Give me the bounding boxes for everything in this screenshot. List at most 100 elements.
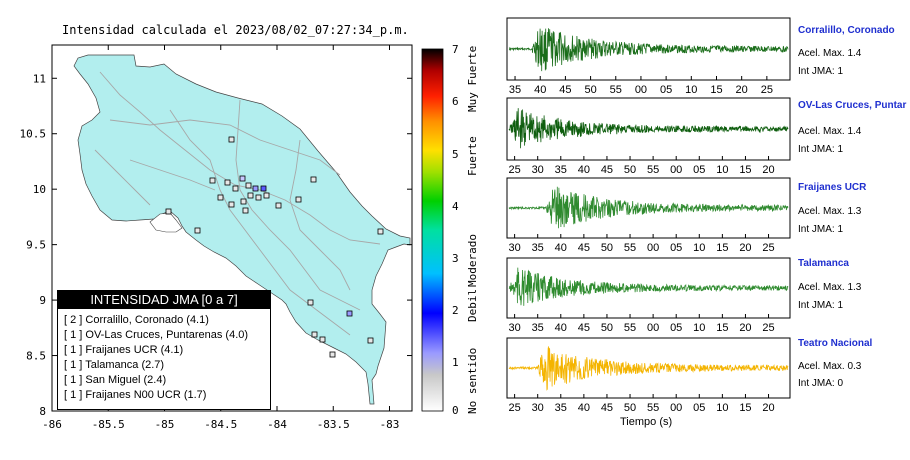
station-accel: Acel. Max. 1.3 bbox=[798, 206, 862, 217]
waveform-tick-label: 10 bbox=[716, 402, 728, 414]
waveform-tick-label: 00 bbox=[670, 402, 682, 414]
waveform-trace bbox=[508, 267, 789, 306]
map-xtick-label: -85.5 bbox=[92, 418, 125, 431]
waveform-tick-label: 25 bbox=[508, 164, 520, 176]
colorbar-tick: 2 bbox=[452, 304, 459, 317]
colorbar-tick: 0 bbox=[452, 404, 459, 417]
colorbar-label: Muy Fuerte bbox=[466, 45, 479, 112]
gulf-of-nicoya bbox=[149, 212, 183, 233]
waveform-panels: 35 40 45 50 55 00 05 10 15 20 25 25 30 35 40 45 50 55 00 05… bbox=[506, 17, 791, 414]
waveform-tick-label: 35 bbox=[532, 322, 544, 334]
waveform-tick-label: 00 bbox=[647, 322, 659, 334]
legend-item: [ 1 ] OV-Las Cruces, Puntarenas (4.0) bbox=[64, 329, 249, 341]
colorbar-tick: 1 bbox=[452, 356, 459, 369]
station-accel: Acel. Max. 1.4 bbox=[798, 48, 862, 59]
waveform-tick-label: 00 bbox=[635, 84, 647, 96]
waveform-trace bbox=[508, 186, 789, 229]
waveform-tick-label: 10 bbox=[716, 164, 728, 176]
station-markers bbox=[165, 136, 384, 358]
waveform-tick-label: 55 bbox=[647, 164, 659, 176]
waveform-tick-label: 40 bbox=[578, 164, 590, 176]
waveform-tick-label: 10 bbox=[685, 84, 697, 96]
waveform-tick-label: 15 bbox=[716, 322, 728, 334]
waveform-tick-label: 50 bbox=[584, 84, 596, 96]
colorbar-label: Fuerte bbox=[466, 136, 479, 176]
waveform-trace bbox=[508, 108, 789, 149]
colorbar-tick: 5 bbox=[452, 148, 459, 161]
legend-item: [ 1 ] San Miguel (2.4) bbox=[64, 374, 167, 386]
colorbar bbox=[421, 48, 444, 412]
waveform-tick-label: 40 bbox=[555, 322, 567, 334]
intensity-legend: INTENSIDAD JMA [0 a 7] [ 2 ] Corralillo,… bbox=[57, 290, 271, 410]
waveform-tick-label: 45 bbox=[559, 84, 571, 96]
station-jma: Int JMA: 1 bbox=[798, 224, 844, 235]
map-title: Intensidad calculada el 2023/08/02_07:27… bbox=[62, 23, 409, 37]
waveform-tick-label: 20 bbox=[736, 84, 748, 96]
legend-item: [ 1 ] Talamanca (2.7) bbox=[64, 359, 165, 371]
waveform-tick-label: 35 bbox=[532, 242, 544, 254]
waveform-trace bbox=[509, 28, 789, 72]
map-xtick-label: -83.5 bbox=[317, 418, 350, 431]
waveform-tick-label: 45 bbox=[601, 402, 613, 414]
waveform-tick-label: 55 bbox=[647, 402, 659, 414]
station-name: OV-Las Cruces, Puntar bbox=[798, 100, 907, 111]
waveform-frame bbox=[506, 17, 791, 81]
station-name: Fraijanes UCR bbox=[798, 182, 867, 193]
map-ytick-label: 8.5 bbox=[26, 350, 46, 363]
map-ytick-label: 9.5 bbox=[26, 239, 46, 252]
waveform-tick-label: 15 bbox=[710, 84, 722, 96]
station-jma: Int JMA: 1 bbox=[798, 300, 844, 311]
waveform-tick-label: 55 bbox=[624, 322, 636, 334]
waveform-tick-label: 10 bbox=[693, 242, 705, 254]
waveform-tick-label: 15 bbox=[716, 242, 728, 254]
legend-list: [ 2 ] Corralillo, Coronado (4.1) [ 1 ] O… bbox=[58, 313, 270, 403]
colorbar-tick: 7 bbox=[452, 43, 459, 56]
waveform-tick-label: 20 bbox=[762, 164, 774, 176]
waveform-tick-label: 50 bbox=[624, 402, 636, 414]
waveform-tick-label: 30 bbox=[508, 242, 520, 254]
map-ytick-label: 10 bbox=[33, 183, 46, 196]
colorbar-tick: 3 bbox=[452, 252, 459, 265]
waveform-tick-label: 40 bbox=[578, 402, 590, 414]
waveform-tick-label: 55 bbox=[624, 242, 636, 254]
station-jma: Int JMA: 1 bbox=[798, 66, 844, 77]
waveform-tick-label: 00 bbox=[670, 164, 682, 176]
colorbar-tick: 4 bbox=[452, 200, 459, 213]
station-accel: Acel. Max. 1.4 bbox=[798, 126, 862, 137]
waveform-tick-label: 05 bbox=[670, 322, 682, 334]
station-name: Corralillo, Coronado bbox=[798, 25, 895, 36]
waveform-tick-label: 45 bbox=[578, 242, 590, 254]
map-xtick-label: -86 bbox=[42, 418, 62, 431]
waveform-tick-label: 15 bbox=[739, 164, 751, 176]
waveform-tick-label: 40 bbox=[555, 242, 567, 254]
road-network bbox=[94, 71, 381, 336]
waveform-tick-label: 50 bbox=[624, 164, 636, 176]
colorbar-label: Moderado bbox=[466, 234, 479, 287]
colorbar-label: No sentido bbox=[466, 347, 479, 414]
waveform-tick-label: 35 bbox=[509, 84, 521, 96]
map-xtick-label: -84 bbox=[267, 418, 287, 431]
station-accel: Acel. Max. 0.3 bbox=[798, 361, 862, 372]
waveform-tick-label: 45 bbox=[601, 164, 613, 176]
station-jma: Int JMA: 0 bbox=[798, 378, 844, 389]
map-xtick-label: -83 bbox=[380, 418, 400, 431]
time-axis-label: Tiempo (s) bbox=[620, 416, 673, 428]
map-ytick-label: 10.5 bbox=[20, 128, 47, 141]
station-name: Teatro Nacional bbox=[798, 338, 873, 349]
waveform-tick-label: 05 bbox=[660, 84, 672, 96]
station-name: Talamanca bbox=[798, 258, 849, 269]
waveform-tick-label: 00 bbox=[647, 242, 659, 254]
waveform-tick-label: 50 bbox=[601, 322, 613, 334]
waveform-tick-label: 45 bbox=[578, 322, 590, 334]
map-ytick-label: 8 bbox=[39, 405, 46, 418]
waveform-tick-label: 30 bbox=[532, 402, 544, 414]
legend-title: INTENSIDAD JMA [0 a 7] bbox=[58, 291, 270, 309]
waveform-tick-label: 25 bbox=[761, 84, 773, 96]
legend-item: [ 1 ] Fraijanes UCR (4.1) bbox=[64, 344, 184, 356]
waveform-tick-label: 15 bbox=[739, 402, 751, 414]
waveform-tick-label: 20 bbox=[762, 402, 774, 414]
colorbar-label: Debil bbox=[466, 288, 479, 322]
waveform-tick-label: 30 bbox=[532, 164, 544, 176]
legend-item: [ 2 ] Corralillo, Coronado (4.1) bbox=[64, 314, 209, 326]
